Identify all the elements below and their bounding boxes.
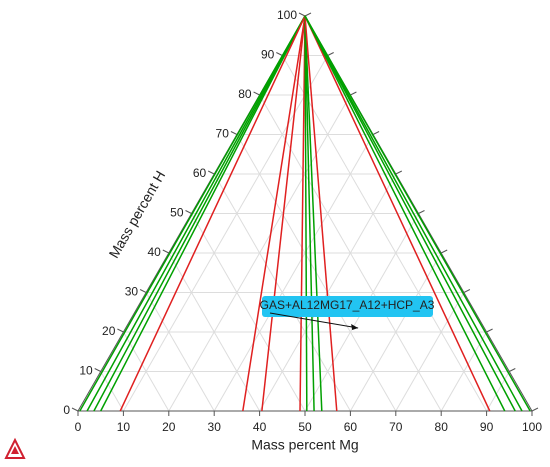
right-tick [418, 210, 425, 214]
right-tick [531, 407, 539, 412]
tie-line [100, 15, 306, 412]
x-tick-label: 80 [435, 420, 449, 434]
tie-line [86, 15, 306, 412]
y-tick-label: 20 [102, 324, 116, 338]
grid-line [122, 55, 329, 412]
y-tick [94, 368, 101, 372]
y-tick [185, 210, 192, 214]
annotation-box [262, 296, 433, 317]
x-tick-label: 50 [298, 420, 312, 434]
y-tick [230, 131, 238, 135]
right-tick [372, 131, 380, 135]
arrow-head [351, 324, 359, 331]
right-tick [327, 52, 334, 56]
y-tick [298, 12, 306, 17]
grid-line [168, 252, 261, 412]
y-tick-label: 50 [170, 206, 184, 220]
right-tick [350, 91, 357, 96]
x-tick-label: 10 [117, 420, 131, 434]
y-tick-label: 80 [238, 87, 252, 101]
x-tick-label: 40 [253, 420, 267, 434]
y-tick-label: 10 [79, 364, 93, 378]
grid-line [281, 55, 488, 412]
right-tick [440, 249, 448, 254]
grid-line [213, 134, 374, 412]
tie-line [304, 15, 315, 412]
tie-line [79, 15, 306, 412]
tie-line [299, 15, 306, 412]
annotation-text: GAS+AL12MG17_A12+HCP_A3 [260, 298, 435, 312]
x-axis-label: Mass percent Mg [251, 437, 358, 453]
right-tick [304, 12, 312, 17]
y-tick-label: 70 [216, 127, 230, 141]
tie-line [304, 15, 506, 412]
tie-line [304, 15, 338, 412]
tie-line [304, 15, 491, 412]
y-tick [253, 91, 260, 96]
x-tick-label: 70 [389, 420, 403, 434]
y-tick-label: 60 [193, 166, 207, 180]
right-tick [486, 328, 493, 333]
grid-line [191, 213, 306, 412]
y-tick [139, 289, 147, 293]
x-tick-label: 90 [480, 420, 494, 434]
right-tick [463, 289, 471, 293]
y-tick [162, 249, 170, 254]
tie-line [261, 15, 306, 412]
tie-line [93, 15, 306, 412]
logo [4, 437, 26, 459]
tie-line [304, 15, 516, 412]
x-tick-label: 20 [162, 420, 176, 434]
y-tick [117, 328, 124, 333]
grid-line [145, 292, 215, 412]
tie-line [304, 15, 308, 412]
right-tick [509, 368, 516, 372]
grid-line [259, 94, 442, 412]
tie-line [242, 15, 306, 412]
grid-line [486, 371, 510, 412]
grid-line [395, 292, 465, 412]
x-tick-label: 30 [208, 420, 222, 434]
right-tick [395, 170, 403, 175]
y-tick [207, 170, 215, 175]
x-tick-label: 0 [75, 420, 82, 434]
y-tick-label: 100 [277, 8, 297, 22]
y-tick [71, 407, 79, 412]
tie-line [304, 15, 323, 412]
annotation-arrow [269, 312, 359, 329]
tie-line [304, 15, 531, 412]
y-tick-label: 40 [147, 245, 161, 259]
x-tick-label: 100 [522, 420, 542, 434]
x-tick-label: 60 [344, 420, 358, 434]
y-tick-label: 0 [63, 403, 70, 417]
grid-line [122, 331, 170, 412]
grid-line [213, 173, 351, 412]
y-tick [276, 52, 283, 56]
tie-line [119, 15, 306, 412]
y-tick-label: 30 [125, 285, 139, 299]
tie-line [304, 15, 523, 412]
y-tick-label: 90 [261, 48, 275, 62]
